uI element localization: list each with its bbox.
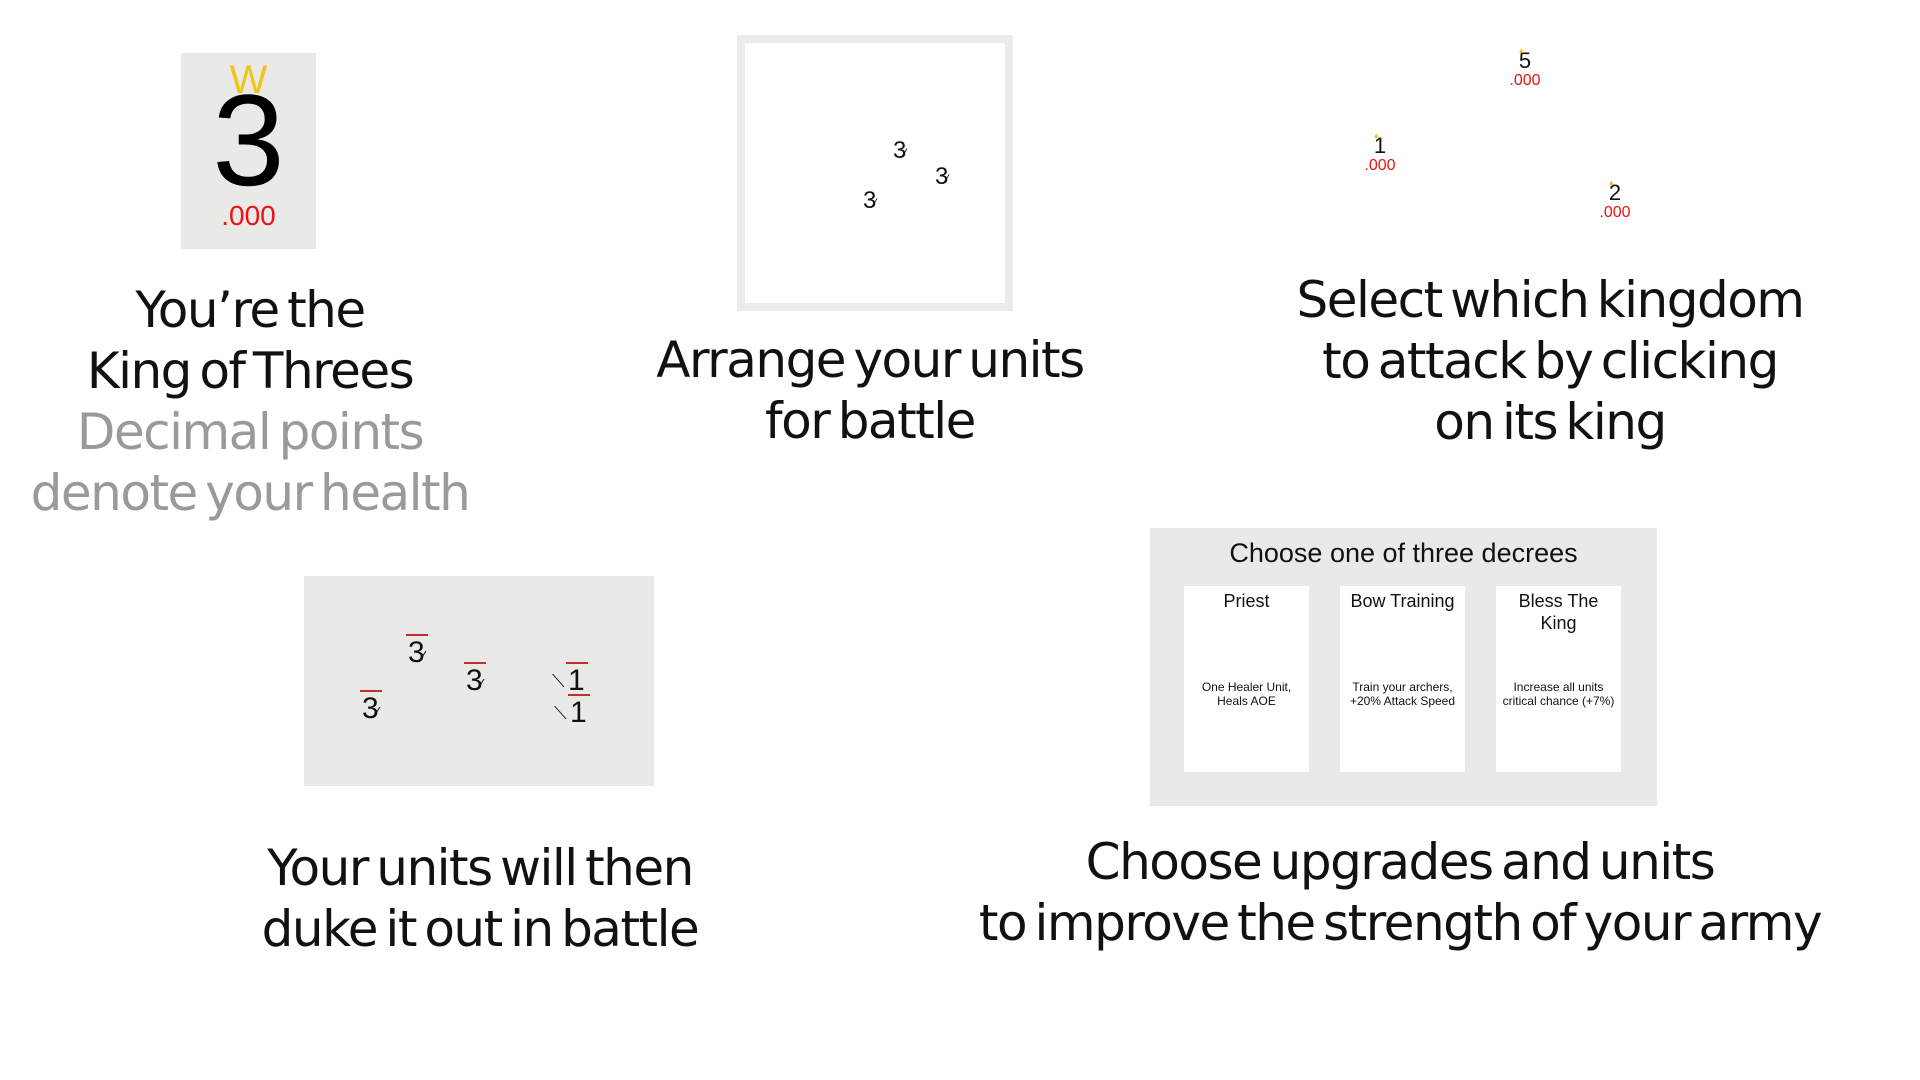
caption-line: to attack by clicking [1322, 332, 1779, 390]
caption-battle: Your units will then duke it out in batt… [230, 838, 730, 960]
caption-line-muted: denote your health [30, 464, 471, 522]
caption-select: Select which kingdom to attack by clicki… [1270, 270, 1830, 453]
sword-icon: ⟍ [554, 703, 567, 723]
kingdom-king[interactable]: ▴ 5 .000 [1495, 46, 1555, 90]
archer-unit: 3⁄ [360, 690, 382, 729]
decree-card-bless-the-king[interactable]: Bless The King Increase all units critic… [1496, 586, 1621, 772]
bow-icon: ⁄ [375, 705, 379, 722]
kingdom-king[interactable]: ▴ 1 .000 [1350, 131, 1410, 175]
bow-icon: ⁄ [479, 677, 483, 694]
decree-desc: One Healer Unit, Heals AOE [1201, 680, 1292, 708]
unit-number: 3 [893, 137, 907, 164]
caption-line: Your units will then [267, 839, 694, 897]
decree-name: Bow Training [1350, 591, 1455, 611]
king-card [181, 53, 316, 249]
decree-name: Bless The King [1518, 591, 1599, 633]
kingdom-health: .000 [1509, 72, 1541, 89]
caption-line: duke it out in battle [261, 900, 700, 958]
crown-icon: ▴ [1374, 130, 1379, 140]
caption-line: Select which kingdom [1296, 271, 1806, 329]
archer-unit[interactable]: 3⁄ [863, 189, 876, 215]
decree-desc: Train your archers, +20% Attack Speed [1349, 680, 1456, 708]
health-bar [568, 694, 590, 696]
unit-number: 3 [466, 664, 483, 697]
swordsman-unit: ⟍ 1 [554, 694, 590, 729]
decree-card-bow-training[interactable]: Bow Training Train your archers, +20% At… [1340, 586, 1465, 772]
kingdom-number: 1 [1373, 133, 1387, 158]
health-bar [566, 662, 588, 664]
unit-number: 3 [362, 692, 379, 725]
decree-desc: Increase all units critical chance (+7%) [1502, 680, 1615, 708]
unit-number: 1 [570, 696, 587, 729]
decree-title: Choose one of three decrees [1229, 538, 1578, 568]
arrange-field[interactable]: 3⁄ 3⁄ 3⁄ [737, 35, 1013, 311]
archer-unit[interactable]: 3⁄ [893, 139, 906, 165]
caption-line: King of Threes [86, 342, 415, 400]
unit-number: 3 [935, 163, 949, 190]
swordsman-unit: ⟍ 1 [552, 662, 588, 697]
bow-icon: ⁄ [945, 171, 948, 187]
kingdom-number: 5 [1518, 48, 1532, 73]
archer-unit: 3⁄ [464, 662, 486, 701]
king-number: 3 [212, 67, 285, 213]
kingdom-health: .000 [1599, 204, 1631, 221]
crown-icon: ▴ [1609, 177, 1614, 187]
caption-line: for battle [765, 392, 976, 450]
caption-arrange: Arrange your units for battle [620, 330, 1120, 452]
caption-line: Arrange your units [656, 331, 1085, 389]
health-bar [406, 634, 428, 636]
caption-line: to improve the strength of your army [978, 894, 1823, 952]
caption-line: You’re the [135, 281, 366, 339]
kingdom-king[interactable]: ▴ 2 .000 [1585, 178, 1645, 222]
health-bar [464, 662, 486, 664]
sword-icon: ⟍ [552, 671, 565, 691]
kingdom-health: .000 [1364, 157, 1396, 174]
bow-icon: ⁄ [903, 145, 906, 161]
decree-name: Priest [1223, 591, 1270, 611]
bow-icon: ⁄ [873, 195, 876, 211]
archer-unit: 3⁄ [406, 634, 428, 673]
caption-line: Choose upgrades and units [1085, 833, 1716, 891]
king-health: .000 [221, 200, 276, 231]
unit-number: 3 [408, 636, 425, 669]
caption-king: You’re the King of Threes Decimal points… [10, 280, 490, 524]
unit-number: 3 [863, 187, 877, 214]
decree-card-priest[interactable]: Priest One Healer Unit, Heals AOE [1184, 586, 1309, 772]
caption-line: on its king [1434, 393, 1667, 451]
crown-icon: ▴ [1519, 45, 1524, 55]
battle-field: 3⁄ 3⁄ 3⁄ ⟍ 1 ⟍ 1 [304, 576, 654, 786]
unit-number: 1 [568, 664, 585, 697]
caption-line-muted: Decimal points [76, 403, 425, 461]
archer-unit[interactable]: 3⁄ [935, 165, 948, 191]
caption-decrees: Choose upgrades and units to improve the… [960, 832, 1840, 954]
crown-icon: W [229, 58, 268, 102]
bow-icon: ⁄ [421, 649, 425, 666]
kingdom-number: 2 [1608, 180, 1622, 205]
health-bar [360, 690, 382, 692]
